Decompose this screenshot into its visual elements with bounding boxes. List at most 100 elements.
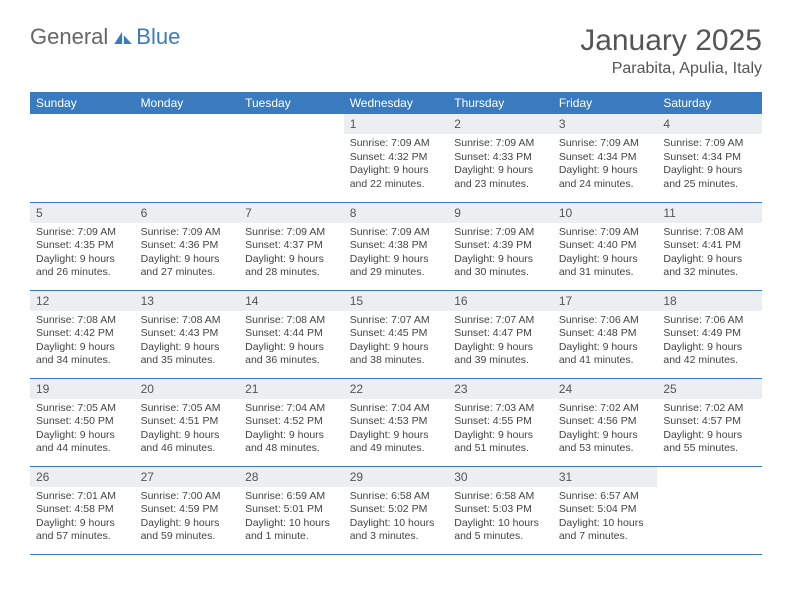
day-number: 25 — [657, 379, 762, 399]
weekday-header: Monday — [135, 92, 240, 114]
calendar-row: 19Sunrise: 7:05 AMSunset: 4:50 PMDayligh… — [30, 378, 762, 466]
calendar-cell: 31Sunrise: 6:57 AMSunset: 5:04 PMDayligh… — [553, 466, 658, 554]
day-details: Sunrise: 7:07 AMSunset: 4:45 PMDaylight:… — [344, 311, 449, 373]
calendar-cell — [239, 114, 344, 202]
calendar-cell — [30, 114, 135, 202]
day-number: 7 — [239, 203, 344, 223]
day-number: 23 — [448, 379, 553, 399]
day-number: 22 — [344, 379, 449, 399]
day-number: 20 — [135, 379, 240, 399]
day-number: 10 — [553, 203, 658, 223]
day-number: 27 — [135, 467, 240, 487]
day-details: Sunrise: 7:05 AMSunset: 4:50 PMDaylight:… — [30, 399, 135, 461]
calendar-cell: 22Sunrise: 7:04 AMSunset: 4:53 PMDayligh… — [344, 378, 449, 466]
calendar-cell: 28Sunrise: 6:59 AMSunset: 5:01 PMDayligh… — [239, 466, 344, 554]
day-number: 4 — [657, 114, 762, 134]
day-number: 15 — [344, 291, 449, 311]
weekday-header: Sunday — [30, 92, 135, 114]
day-number: 6 — [135, 203, 240, 223]
calendar-row: 1Sunrise: 7:09 AMSunset: 4:32 PMDaylight… — [30, 114, 762, 202]
day-number: 19 — [30, 379, 135, 399]
day-details: Sunrise: 6:57 AMSunset: 5:04 PMDaylight:… — [553, 487, 658, 549]
day-details: Sunrise: 6:59 AMSunset: 5:01 PMDaylight:… — [239, 487, 344, 549]
day-details: Sunrise: 7:02 AMSunset: 4:56 PMDaylight:… — [553, 399, 658, 461]
day-number: 18 — [657, 291, 762, 311]
calendar-cell: 13Sunrise: 7:08 AMSunset: 4:43 PMDayligh… — [135, 290, 240, 378]
day-details: Sunrise: 7:03 AMSunset: 4:55 PMDaylight:… — [448, 399, 553, 461]
location-label: Parabita, Apulia, Italy — [580, 60, 762, 78]
day-details: Sunrise: 7:00 AMSunset: 4:59 PMDaylight:… — [135, 487, 240, 549]
calendar-cell — [657, 466, 762, 554]
day-number: 12 — [30, 291, 135, 311]
day-details: Sunrise: 7:08 AMSunset: 4:42 PMDaylight:… — [30, 311, 135, 373]
day-details: Sunrise: 7:09 AMSunset: 4:39 PMDaylight:… — [448, 223, 553, 285]
day-details: Sunrise: 7:09 AMSunset: 4:37 PMDaylight:… — [239, 223, 344, 285]
calendar-cell: 23Sunrise: 7:03 AMSunset: 4:55 PMDayligh… — [448, 378, 553, 466]
calendar-row: 12Sunrise: 7:08 AMSunset: 4:42 PMDayligh… — [30, 290, 762, 378]
calendar-head: SundayMondayTuesdayWednesdayThursdayFrid… — [30, 92, 762, 114]
calendar-cell: 11Sunrise: 7:08 AMSunset: 4:41 PMDayligh… — [657, 202, 762, 290]
month-title: January 2025 — [580, 24, 762, 58]
calendar-cell: 5Sunrise: 7:09 AMSunset: 4:35 PMDaylight… — [30, 202, 135, 290]
title-block: January 2025 Parabita, Apulia, Italy — [580, 24, 762, 78]
day-number: 24 — [553, 379, 658, 399]
day-details: Sunrise: 7:09 AMSunset: 4:38 PMDaylight:… — [344, 223, 449, 285]
calendar-cell: 16Sunrise: 7:07 AMSunset: 4:47 PMDayligh… — [448, 290, 553, 378]
logo-text-gray: General — [30, 24, 108, 50]
day-number: 11 — [657, 203, 762, 223]
day-details: Sunrise: 7:09 AMSunset: 4:34 PMDaylight:… — [553, 134, 658, 196]
day-details: Sunrise: 7:08 AMSunset: 4:43 PMDaylight:… — [135, 311, 240, 373]
day-number: 5 — [30, 203, 135, 223]
day-details: Sunrise: 7:06 AMSunset: 4:48 PMDaylight:… — [553, 311, 658, 373]
day-number: 14 — [239, 291, 344, 311]
logo-text-blue: Blue — [136, 24, 180, 50]
calendar-cell: 3Sunrise: 7:09 AMSunset: 4:34 PMDaylight… — [553, 114, 658, 202]
day-details: Sunrise: 7:09 AMSunset: 4:40 PMDaylight:… — [553, 223, 658, 285]
day-details: Sunrise: 7:09 AMSunset: 4:35 PMDaylight:… — [30, 223, 135, 285]
calendar-row: 5Sunrise: 7:09 AMSunset: 4:35 PMDaylight… — [30, 202, 762, 290]
calendar-cell: 20Sunrise: 7:05 AMSunset: 4:51 PMDayligh… — [135, 378, 240, 466]
day-details: Sunrise: 7:09 AMSunset: 4:34 PMDaylight:… — [657, 134, 762, 196]
day-number: 28 — [239, 467, 344, 487]
day-details: Sunrise: 7:06 AMSunset: 4:49 PMDaylight:… — [657, 311, 762, 373]
day-number: 31 — [553, 467, 658, 487]
calendar-cell: 6Sunrise: 7:09 AMSunset: 4:36 PMDaylight… — [135, 202, 240, 290]
day-details: Sunrise: 7:04 AMSunset: 4:52 PMDaylight:… — [239, 399, 344, 461]
page-header: General Blue January 2025 Parabita, Apul… — [30, 24, 762, 78]
day-number: 13 — [135, 291, 240, 311]
day-details: Sunrise: 7:09 AMSunset: 4:36 PMDaylight:… — [135, 223, 240, 285]
day-details: Sunrise: 7:08 AMSunset: 4:41 PMDaylight:… — [657, 223, 762, 285]
calendar-cell: 29Sunrise: 6:58 AMSunset: 5:02 PMDayligh… — [344, 466, 449, 554]
day-number: 29 — [344, 467, 449, 487]
weekday-header: Tuesday — [239, 92, 344, 114]
day-details: Sunrise: 6:58 AMSunset: 5:02 PMDaylight:… — [344, 487, 449, 549]
day-number: 30 — [448, 467, 553, 487]
day-number: 9 — [448, 203, 553, 223]
logo: General Blue — [30, 24, 180, 50]
weekday-row: SundayMondayTuesdayWednesdayThursdayFrid… — [30, 92, 762, 114]
day-details: Sunrise: 6:58 AMSunset: 5:03 PMDaylight:… — [448, 487, 553, 549]
calendar-cell: 9Sunrise: 7:09 AMSunset: 4:39 PMDaylight… — [448, 202, 553, 290]
weekday-header: Friday — [553, 92, 658, 114]
day-number: 1 — [344, 114, 449, 134]
day-number: 8 — [344, 203, 449, 223]
calendar-cell: 30Sunrise: 6:58 AMSunset: 5:03 PMDayligh… — [448, 466, 553, 554]
day-number: 16 — [448, 291, 553, 311]
calendar-cell: 8Sunrise: 7:09 AMSunset: 4:38 PMDaylight… — [344, 202, 449, 290]
calendar-cell: 15Sunrise: 7:07 AMSunset: 4:45 PMDayligh… — [344, 290, 449, 378]
calendar-cell: 24Sunrise: 7:02 AMSunset: 4:56 PMDayligh… — [553, 378, 658, 466]
calendar-cell: 12Sunrise: 7:08 AMSunset: 4:42 PMDayligh… — [30, 290, 135, 378]
day-number: 26 — [30, 467, 135, 487]
day-number: 2 — [448, 114, 553, 134]
day-details: Sunrise: 7:05 AMSunset: 4:51 PMDaylight:… — [135, 399, 240, 461]
day-details: Sunrise: 7:09 AMSunset: 4:33 PMDaylight:… — [448, 134, 553, 196]
day-number: 21 — [239, 379, 344, 399]
calendar-cell: 14Sunrise: 7:08 AMSunset: 4:44 PMDayligh… — [239, 290, 344, 378]
day-details: Sunrise: 7:02 AMSunset: 4:57 PMDaylight:… — [657, 399, 762, 461]
weekday-header: Wednesday — [344, 92, 449, 114]
calendar-cell — [135, 114, 240, 202]
calendar-cell: 10Sunrise: 7:09 AMSunset: 4:40 PMDayligh… — [553, 202, 658, 290]
calendar-cell: 7Sunrise: 7:09 AMSunset: 4:37 PMDaylight… — [239, 202, 344, 290]
calendar-body: 1Sunrise: 7:09 AMSunset: 4:32 PMDaylight… — [30, 114, 762, 554]
day-details: Sunrise: 7:07 AMSunset: 4:47 PMDaylight:… — [448, 311, 553, 373]
